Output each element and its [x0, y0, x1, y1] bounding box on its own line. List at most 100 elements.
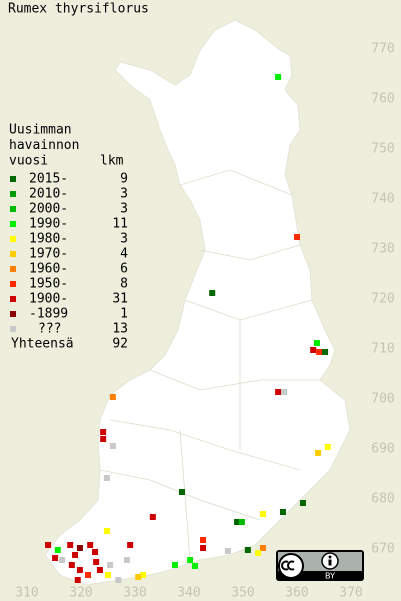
- observation: [103, 475, 110, 481]
- observation: [87, 542, 94, 548]
- legend-count: 3: [120, 232, 128, 247]
- legend-label: ???: [38, 322, 61, 337]
- title: Rumex thyrsiflorus: [8, 2, 149, 17]
- observation: [294, 234, 300, 240]
- legend-swatch: [10, 281, 16, 287]
- northing-label: 760: [371, 92, 394, 107]
- observation: [171, 562, 178, 568]
- easting-label: 360: [285, 586, 308, 601]
- observation: [103, 528, 110, 534]
- legend-total: 92: [112, 337, 128, 352]
- northing-label: 770: [371, 42, 394, 57]
- legend-swatch: [10, 251, 16, 257]
- northing-label: 680: [371, 492, 394, 507]
- legend-count: 9: [120, 172, 128, 187]
- observation: [191, 563, 198, 569]
- observation: [93, 559, 100, 565]
- observation: [310, 347, 317, 353]
- legend-label: 2000-: [29, 202, 68, 217]
- observation: [127, 542, 134, 548]
- observation: [59, 557, 66, 563]
- observation: [281, 389, 288, 395]
- legend-count: 8: [120, 277, 128, 292]
- legend-swatch: [10, 236, 16, 242]
- legend-label: 2010-: [29, 187, 68, 202]
- northing-label: 730: [371, 242, 394, 257]
- easting-label: 310: [15, 586, 38, 601]
- observation: [200, 537, 207, 543]
- observation: [105, 572, 111, 578]
- legend-count: 11: [112, 217, 128, 232]
- observation: [45, 542, 52, 548]
- northing-label: 690: [371, 442, 394, 457]
- observation: [178, 489, 185, 495]
- license-text: BY: [325, 572, 335, 581]
- northing-label: 740: [371, 192, 394, 207]
- legend-label: 1970-: [29, 247, 68, 262]
- observation: [316, 349, 323, 355]
- observation: [299, 500, 306, 506]
- legend-label: 1960-: [29, 262, 68, 277]
- easting-label: 350: [231, 586, 254, 601]
- legend-heading: vuosi: [9, 154, 48, 169]
- observation: [209, 290, 216, 296]
- legend-total-label: Yhteensä: [11, 337, 74, 352]
- legend-swatch: [10, 206, 16, 212]
- legend-count: 13: [112, 322, 128, 337]
- legend-heading: havainnon: [9, 138, 79, 153]
- observation: [234, 519, 241, 525]
- observation: [187, 557, 194, 563]
- legend-swatch: [10, 311, 16, 317]
- easting-label: 320: [69, 586, 92, 601]
- observation: [279, 509, 286, 515]
- observation: [74, 577, 81, 583]
- legend-count: 4: [120, 247, 128, 262]
- region-borders: [99, 169, 320, 561]
- observation: [100, 436, 107, 442]
- observation: [107, 562, 114, 568]
- observation: [200, 545, 207, 551]
- observation: [123, 557, 130, 563]
- easting-label: 370: [339, 586, 362, 601]
- cc-badge: BY: [276, 550, 364, 581]
- northing-label: 710: [371, 342, 394, 357]
- legend-count: 6: [120, 262, 128, 277]
- observation: [92, 549, 99, 555]
- finland-outline: [44, 19, 351, 586]
- legend-swatch: [10, 176, 16, 182]
- legend-heading: Uusimman: [9, 123, 72, 138]
- legend-label: 2015-: [29, 172, 68, 187]
- northing-label: 720: [371, 292, 394, 307]
- northing-label: 700: [371, 392, 394, 407]
- observation: [324, 444, 331, 450]
- observation: [115, 577, 122, 583]
- observation: [255, 550, 262, 556]
- observation: [96, 567, 103, 573]
- observation: [149, 514, 156, 520]
- northing-label: 750: [371, 142, 394, 157]
- legend-label: 1950-: [29, 277, 68, 292]
- observation: [259, 511, 266, 517]
- observation: [135, 574, 142, 580]
- observation: [72, 552, 79, 558]
- observation: [315, 450, 322, 456]
- observation: [244, 547, 251, 553]
- observation: [275, 389, 282, 395]
- observation: [76, 545, 83, 551]
- observation: [313, 340, 320, 346]
- observation: [52, 555, 59, 561]
- observation: [76, 567, 83, 573]
- legend-count-heading: lkm: [100, 154, 124, 169]
- legend-label: 1990-: [29, 217, 68, 232]
- legend-swatch: [10, 191, 16, 197]
- legend-count: 3: [120, 187, 128, 202]
- observation: [68, 562, 75, 568]
- easting-label: 330: [123, 586, 146, 601]
- legend-swatch: [10, 221, 16, 227]
- easting-label: 340: [177, 586, 200, 601]
- legend-swatch: [10, 266, 16, 272]
- observation: [85, 572, 92, 578]
- observation: [54, 547, 61, 553]
